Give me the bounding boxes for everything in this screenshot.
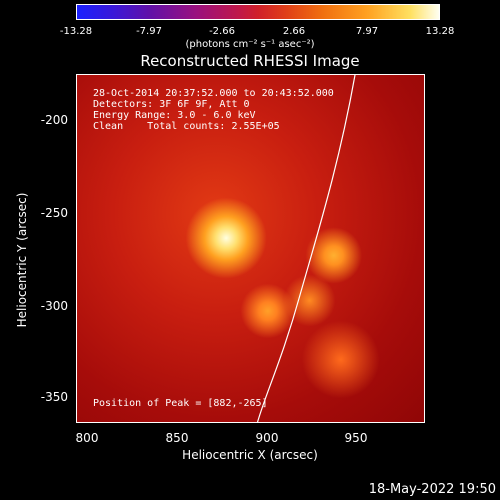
info-clean: Clean Total counts: 2.55E+05 <box>93 121 280 132</box>
x-tick-label: 850 <box>165 431 189 445</box>
y-axis-label: Heliocentric Y (arcsec) <box>15 192 29 328</box>
info-peak: Position of Peak = [882,-265] <box>93 398 268 409</box>
x-tick-label: 800 <box>75 431 99 445</box>
plot-title: Reconstructed RHESSI Image <box>140 52 360 70</box>
x-tick-label: 950 <box>344 431 368 445</box>
y-tick-label: -250 <box>40 206 68 220</box>
info-time: 28-Oct-2014 20:37:52.000 to 20:43:52.000 <box>93 88 334 99</box>
colorbar-tick: -2.66 <box>209 26 235 37</box>
x-tick-label: 900 <box>255 431 279 445</box>
info-energy: Energy Range: 3.0 - 6.0 keV <box>93 110 256 121</box>
colorbar <box>76 4 440 20</box>
colorbar-tick: 13.28 <box>425 26 455 37</box>
y-tick-label: -200 <box>40 113 68 127</box>
colorbar-tick: -13.28 <box>59 26 93 37</box>
y-tick-label: -350 <box>40 390 68 404</box>
y-tick-label: -300 <box>40 299 68 313</box>
colorbar-tick: 7.97 <box>355 26 379 37</box>
colorbar-units: (photons cm⁻² s⁻¹ asec⁻²) <box>185 39 315 50</box>
colorbar-tick: -7.97 <box>136 26 162 37</box>
x-axis-label: Heliocentric X (arcsec) <box>182 448 318 462</box>
colorbar-tick: 2.66 <box>282 26 306 37</box>
info-detectors: Detectors: 3F 6F 9F, Att 0 <box>93 99 250 110</box>
rhessi-image <box>76 74 425 423</box>
timestamp: 18-May-2022 19:50 <box>368 482 496 497</box>
limb-curve <box>256 75 356 422</box>
